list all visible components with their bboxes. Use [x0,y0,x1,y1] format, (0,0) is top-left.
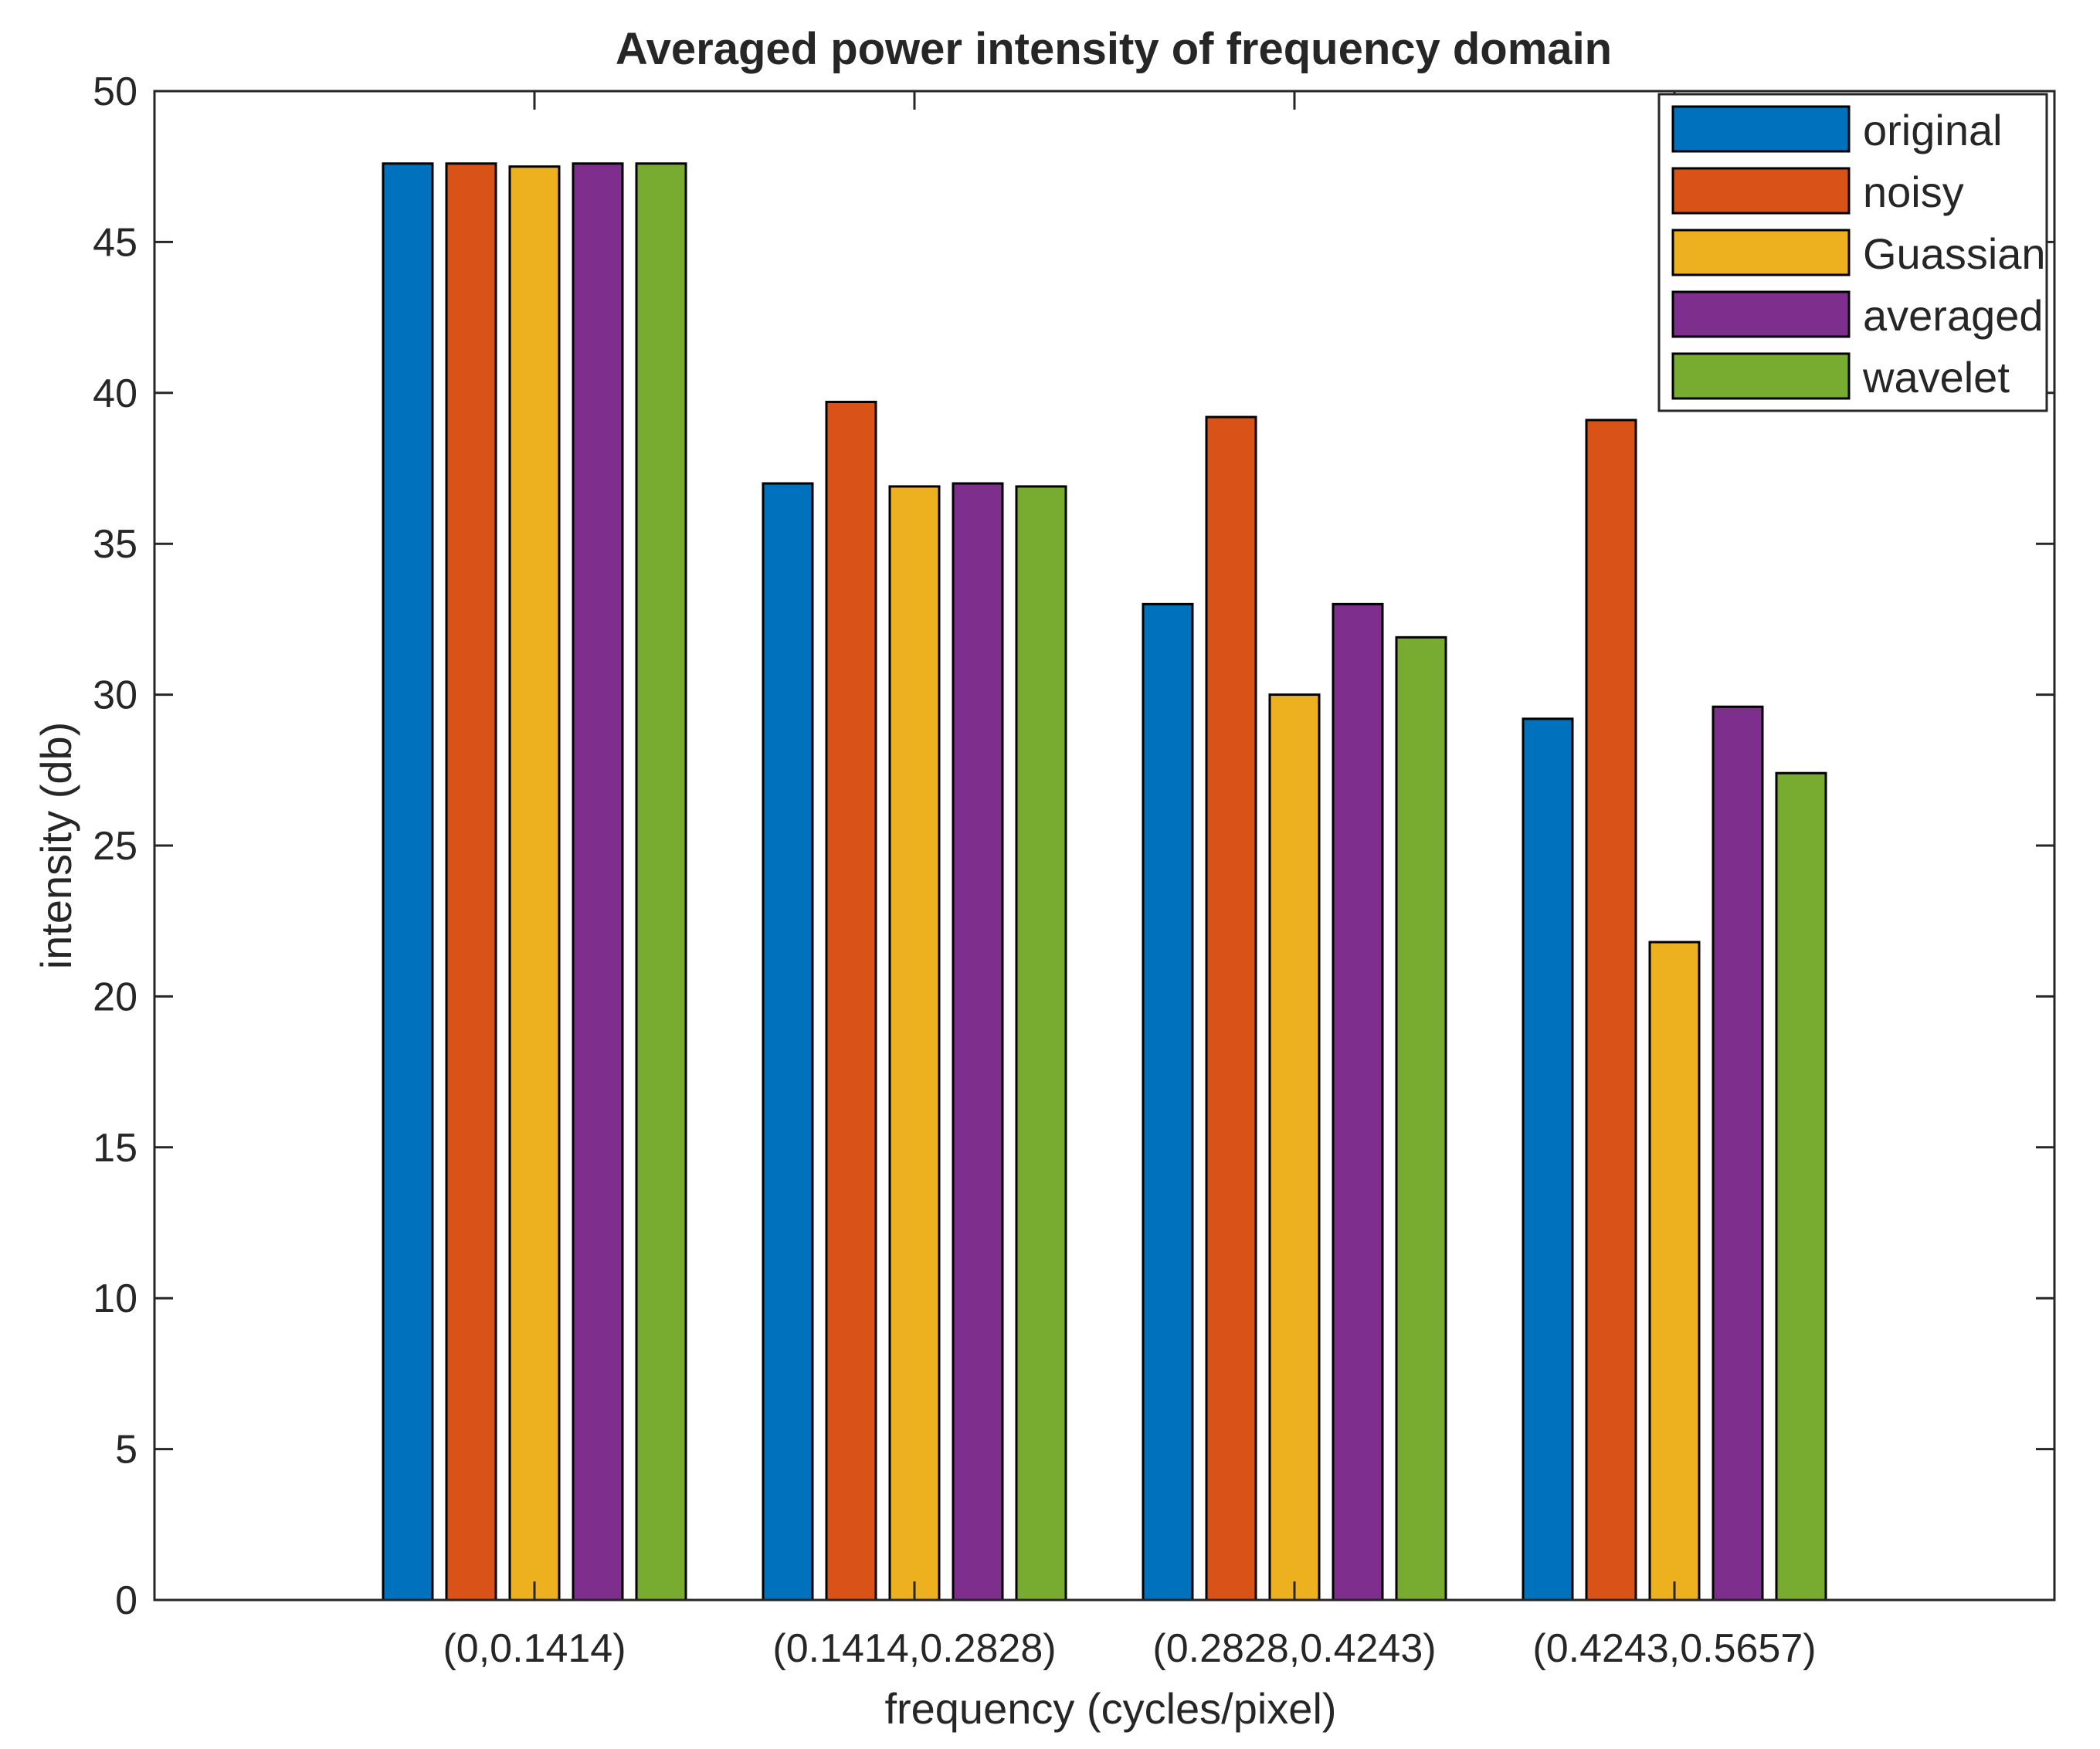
legend: original noisy Guassian averaged wavelet [1657,93,2048,412]
y-tick-label: 45 [93,220,137,265]
legend-label-noisy: noisy [1863,168,1964,216]
bars-group [382,162,1827,1602]
bar-noisy-1 [445,162,497,1602]
x-tick-label: (0.1414,0.2828) [772,1626,1056,1671]
y-tick-label: 35 [93,522,137,567]
bar-wavelet-2 [1015,485,1067,1602]
x-axis-label: frequency (cycles/pixel) [884,1684,1336,1733]
y-tick-label: 15 [93,1126,137,1171]
legend-label-wavelet: wavelet [1862,353,2010,402]
legend-label-averaged: averaged [1863,291,2044,340]
y-tick-label: 10 [93,1276,137,1321]
legend-swatch-original [1671,105,1851,153]
bar-averaged-4 [1712,705,1764,1602]
bar-noisy-4 [1585,419,1637,1602]
x-tick-label: (0,0.1414) [443,1626,626,1671]
legend-swatch-wavelet [1671,352,1851,400]
y-tick-label: 0 [115,1578,137,1623]
chart-title: Averaged power intensity of frequency do… [616,24,1612,74]
y-tick-label: 5 [115,1428,137,1473]
x-tick-label: (0.4243,0.5657) [1532,1626,1816,1671]
legend-label-original: original [1863,106,2003,154]
legend-swatch-noisy [1671,167,1851,215]
y-tick-label: 25 [93,824,137,869]
legend-swatch-averaged [1671,290,1851,338]
bar-original-1 [382,162,434,1602]
y-axis-label: intensity (db) [32,722,80,970]
y-tick-label: 50 [93,69,137,114]
bar-noisy-3 [1205,415,1257,1602]
bar-guassian-2 [888,485,941,1602]
bar-averaged-1 [572,162,624,1602]
bar-wavelet-4 [1775,771,1827,1602]
legend-label-guassian: Guassian [1863,229,2046,278]
legend-swatch-guassian [1671,229,1851,276]
bar-averaged-2 [952,482,1004,1602]
y-tick-label: 20 [93,974,137,1019]
bar-original-3 [1142,602,1194,1602]
bar-original-2 [762,482,814,1602]
bar-wavelet-1 [635,162,687,1602]
bar-noisy-2 [825,401,877,1602]
bar-guassian-1 [508,165,561,1602]
bar-guassian-3 [1268,693,1321,1602]
bar-guassian-4 [1648,941,1701,1602]
bar-wavelet-3 [1395,636,1447,1602]
y-tick-label: 40 [93,371,137,416]
bar-averaged-3 [1332,602,1384,1602]
x-tick-label: (0.2828,0.4243) [1152,1626,1436,1671]
axes-group: 0 5 10 15 20 25 30 35 40 45 50 (0,0.1414) (0.1414,0.… [93,69,2056,1671]
bar-original-4 [1522,717,1574,1602]
y-tick-label: 30 [93,673,137,718]
